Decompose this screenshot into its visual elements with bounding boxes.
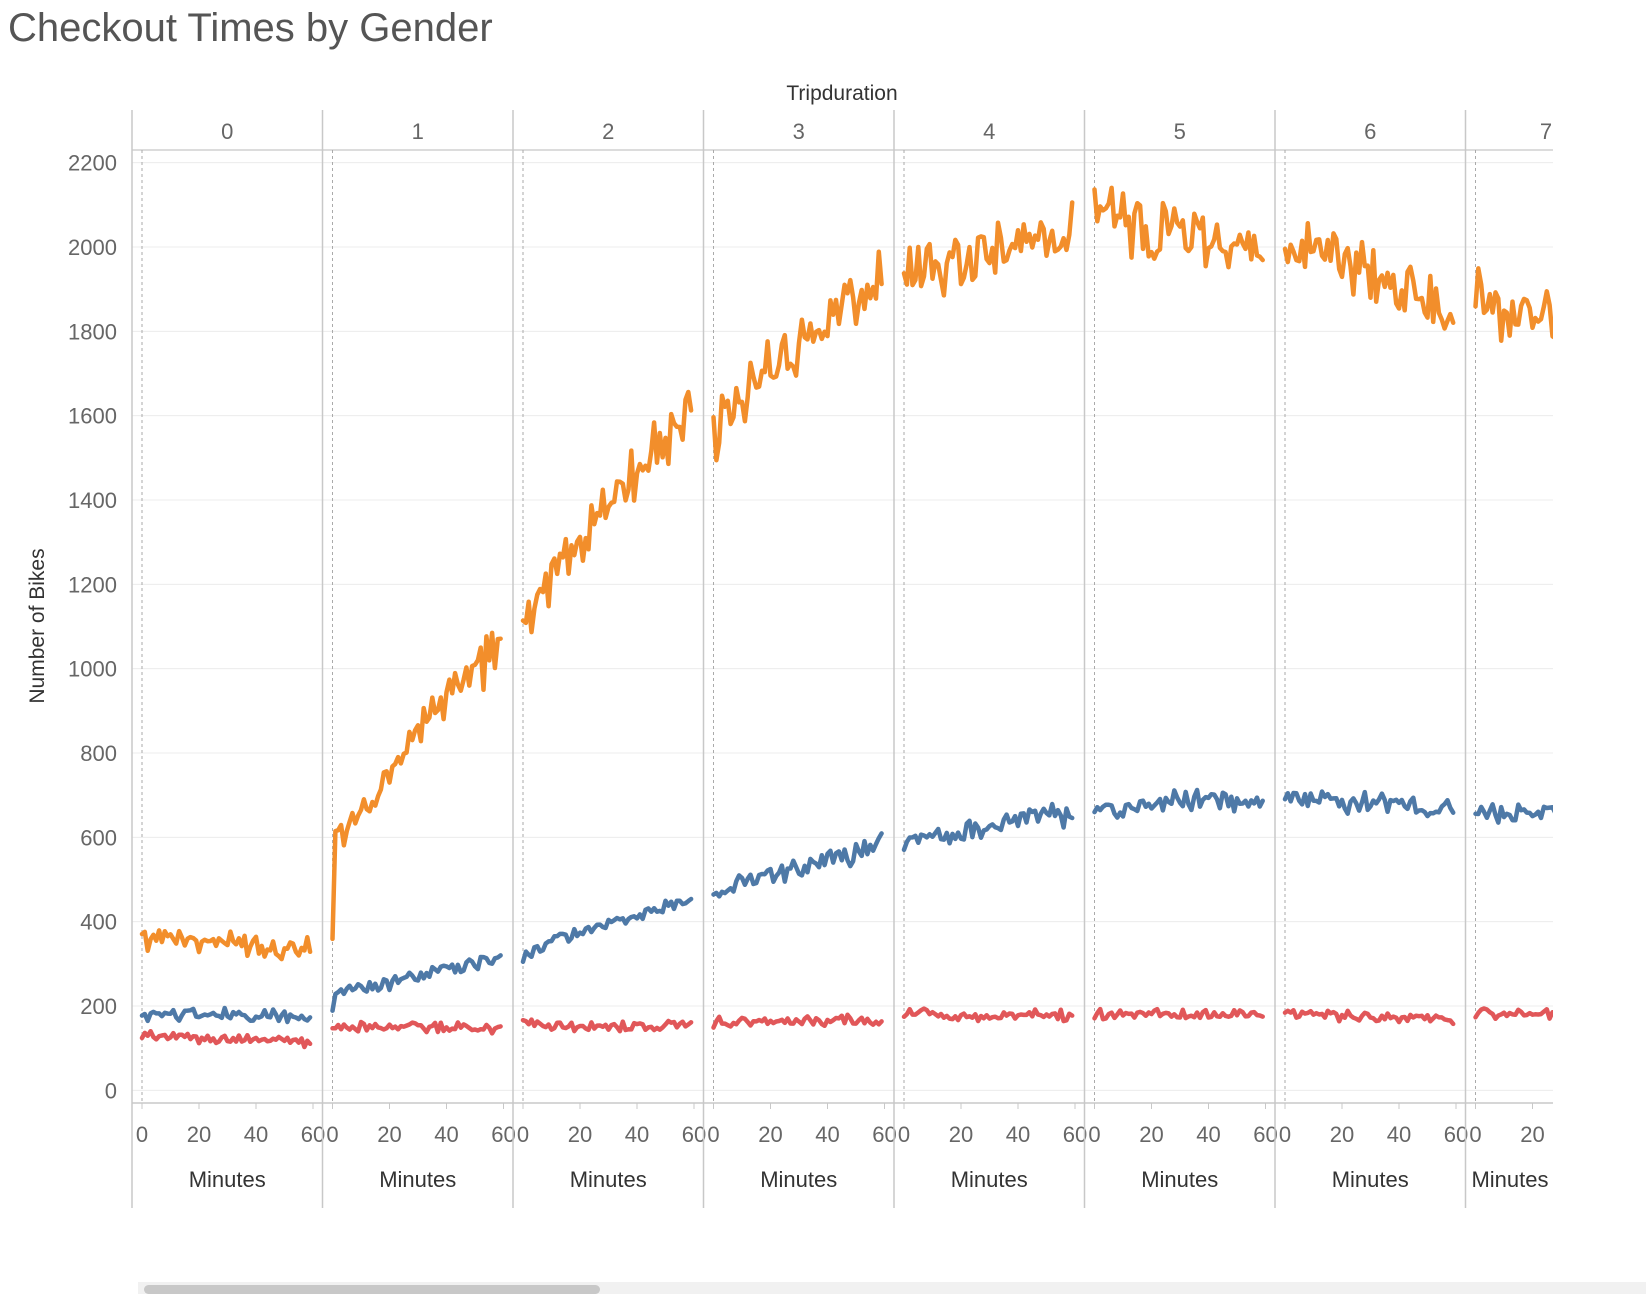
series-line: [520, 1017, 694, 1034]
x-tick-label: 20: [1330, 1122, 1354, 1147]
x-axis-title: Minutes: [570, 1167, 647, 1192]
x-tick-label: 60: [301, 1122, 325, 1147]
panel-header-label: 4: [983, 119, 995, 144]
x-axis-title: Minutes: [189, 1167, 266, 1192]
x-tick-label: 60: [682, 1122, 706, 1147]
series-line: [1092, 1006, 1265, 1022]
x-tick-label: 0: [1279, 1122, 1291, 1147]
panel-header-label: 0: [221, 119, 233, 144]
y-tick-label: 1800: [68, 319, 117, 344]
x-tick-label: 20: [377, 1122, 401, 1147]
x-tick-label: 60: [491, 1122, 515, 1147]
series-line: [139, 928, 313, 962]
x-tick-label: 20: [187, 1122, 211, 1147]
x-tick-label: 20: [949, 1122, 973, 1147]
series-line: [330, 1019, 503, 1036]
panel-header-label: 5: [1174, 119, 1186, 144]
x-tick-label: 20: [1139, 1122, 1163, 1147]
x-tick-label: 0: [1088, 1122, 1100, 1147]
series-line: [1092, 787, 1265, 820]
x-axis-title: Minutes: [1141, 1167, 1218, 1192]
x-axis-title: Minutes: [379, 1167, 456, 1192]
y-tick-label: 1200: [68, 572, 117, 597]
series-line: [520, 389, 694, 635]
x-tick-label: 0: [136, 1122, 148, 1147]
x-tick-label: 40: [1387, 1122, 1411, 1147]
y-tick-label: 200: [80, 994, 117, 1019]
x-axis-title: Minutes: [951, 1167, 1028, 1192]
series-line: [139, 1028, 313, 1050]
y-tick-label: 400: [80, 910, 117, 935]
y-tick-label: 1000: [68, 657, 117, 682]
panel-header-label: 7: [1540, 119, 1552, 144]
y-tick-label: 2000: [68, 235, 117, 260]
series-line: [901, 1006, 1075, 1024]
x-axis-title: Minutes: [1471, 1167, 1548, 1192]
horizontal-scrollbar-thumb[interactable]: [144, 1285, 600, 1294]
series-line: [1282, 789, 1456, 819]
y-tick-label: 600: [80, 825, 117, 850]
x-tick-label: 40: [244, 1122, 268, 1147]
x-tick-label: 40: [1196, 1122, 1220, 1147]
series-line: [1282, 1008, 1456, 1027]
column-header: Tripduration: [786, 82, 897, 105]
panel-header-label: 1: [412, 119, 424, 144]
series-line: [1473, 266, 1553, 343]
y-tick-label: 1400: [68, 488, 117, 513]
y-tick-label: 0: [105, 1078, 117, 1103]
panel-header-label: 6: [1364, 119, 1376, 144]
x-tick-label: 0: [1469, 1122, 1481, 1147]
y-axis-title: Number of Bikes: [26, 548, 49, 703]
y-tick-label: 1600: [68, 404, 117, 429]
series-line: [901, 200, 1075, 298]
page-title: Checkout Times by Gender: [8, 6, 493, 50]
x-tick-label: 0: [517, 1122, 529, 1147]
series-line: [520, 896, 694, 965]
series-line: [1282, 221, 1456, 331]
series-line: [1473, 802, 1553, 825]
x-tick-label: 40: [625, 1122, 649, 1147]
x-axis-title: Minutes: [760, 1167, 837, 1192]
series-line: [711, 249, 884, 463]
x-tick-label: 20: [568, 1122, 592, 1147]
x-tick-label: 60: [1253, 1122, 1277, 1147]
x-tick-label: 20: [1520, 1122, 1544, 1147]
series-line: [139, 1005, 313, 1025]
x-tick-label: 20: [758, 1122, 782, 1147]
series-line: [711, 831, 884, 899]
series-line: [1092, 185, 1265, 270]
panel-header-label: 3: [793, 119, 805, 144]
x-axis-title: Minutes: [1332, 1167, 1409, 1192]
panel-header-label: 2: [602, 119, 614, 144]
x-tick-label: 0: [707, 1122, 719, 1147]
y-tick-label: 800: [80, 741, 117, 766]
series-line: [330, 953, 503, 1013]
series-line: [330, 630, 503, 942]
x-tick-label: 40: [1006, 1122, 1030, 1147]
x-tick-label: 40: [434, 1122, 458, 1147]
x-tick-label: 60: [1063, 1122, 1087, 1147]
x-tick-label: 60: [872, 1122, 896, 1147]
x-tick-label: 40: [815, 1122, 839, 1147]
x-tick-label: 0: [898, 1122, 910, 1147]
y-tick-label: 2200: [68, 151, 117, 176]
x-tick-label: 60: [1444, 1122, 1468, 1147]
x-tick-label: 0: [326, 1122, 338, 1147]
series-line: [1473, 1006, 1553, 1022]
series-line: [711, 1012, 884, 1030]
series-line: [901, 801, 1075, 853]
